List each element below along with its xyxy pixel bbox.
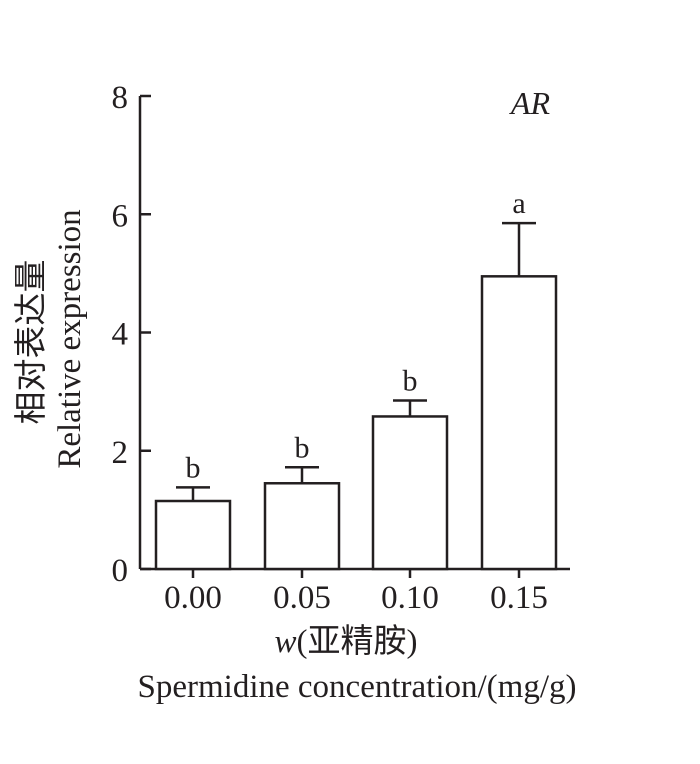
x-axis-title-cn-text: (亚精胺) — [297, 623, 418, 660]
bar — [480, 275, 558, 571]
significance-label: b — [403, 364, 418, 397]
y-ticks: 0 2 4 6 8 — [112, 80, 151, 589]
y-axis-title-cn-group: 相对表达量 — [13, 260, 50, 425]
y-tick-label: 0 — [112, 553, 129, 589]
y-tick-label: 6 — [112, 198, 129, 234]
bars: b b b a — [154, 187, 558, 571]
chart-title: AR — [509, 85, 551, 121]
y-axis-title-cn: 相对表达量 — [13, 260, 50, 425]
x-ticks: 0.00 0.05 0.10 0.15 — [164, 569, 548, 616]
x-axis-title-en: Spermidine concentration/(mg/g) — [138, 669, 577, 705]
y-axis-title-en-group: Relative expression — [52, 209, 88, 468]
y-tick-label: 8 — [112, 80, 129, 116]
y-axis-title-en: Relative expression — [52, 209, 88, 468]
y-tick-label: 4 — [112, 317, 129, 353]
y-tick-label: 2 — [112, 435, 129, 471]
x-tick-label: 0.00 — [164, 580, 222, 616]
x-axis-variable: w — [275, 624, 297, 660]
significance-label: b — [186, 451, 201, 484]
x-tick-label: 0.05 — [273, 580, 331, 616]
bar — [263, 482, 341, 571]
x-tick-label: 0.10 — [381, 580, 439, 616]
bar — [154, 499, 232, 571]
x-tick-label: 0.15 — [490, 580, 548, 616]
bar — [371, 415, 449, 571]
significance-label: a — [512, 187, 525, 220]
x-axis-title-cn: w(亚精胺) — [275, 623, 418, 660]
significance-label: b — [295, 431, 310, 464]
